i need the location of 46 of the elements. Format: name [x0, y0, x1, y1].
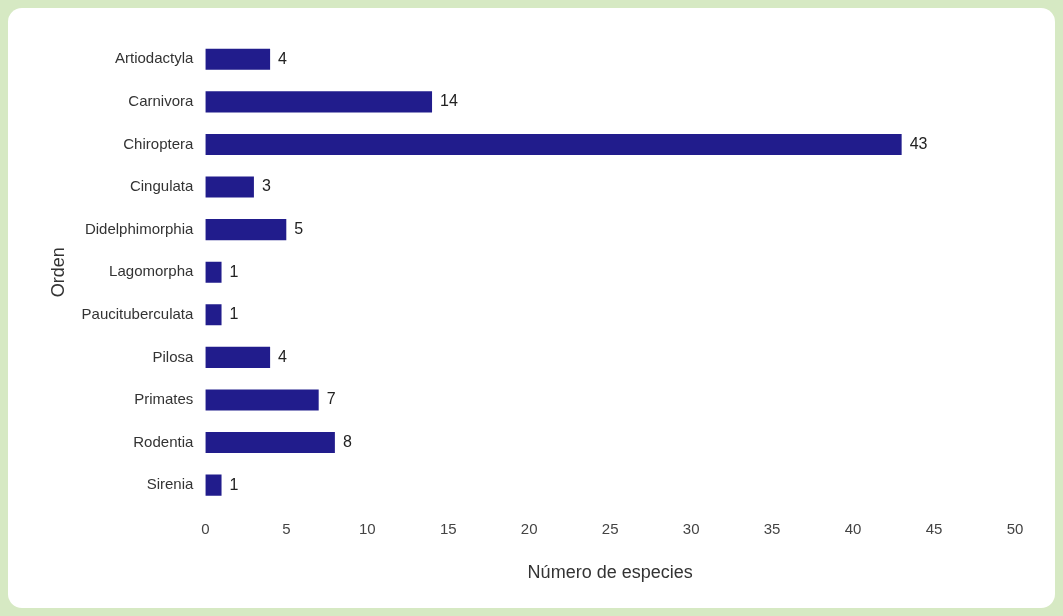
data-label: 4 — [278, 347, 288, 365]
x-tick-label: 5 — [282, 519, 291, 537]
y-tick-label: Paucituberculata — [81, 304, 194, 322]
bar — [205, 91, 433, 113]
data-label: 5 — [294, 220, 304, 238]
bar — [205, 261, 222, 283]
x-axis-title: Número de especies — [527, 562, 693, 583]
bar — [205, 431, 335, 454]
bar — [205, 219, 287, 241]
data-label: 1 — [229, 305, 239, 323]
x-tick-label: 45 — [925, 519, 943, 537]
data-label: 43 — [909, 134, 928, 152]
data-label: 7 — [326, 390, 336, 408]
x-tick-label: 20 — [520, 519, 538, 537]
x-tick-label: 30 — [682, 519, 700, 537]
y-tick-label: Chiroptera — [123, 134, 194, 152]
y-tick-label: Primates — [134, 390, 194, 408]
bar — [205, 133, 902, 155]
x-tick-label: 10 — [358, 519, 376, 537]
x-tick-label: 40 — [844, 519, 862, 537]
data-label: 3 — [261, 177, 271, 195]
bar — [205, 176, 254, 198]
y-tick-label: Lagomorpha — [109, 262, 194, 280]
y-tick-label: Rodentia — [133, 432, 194, 450]
y-tick-label: Pilosa — [152, 347, 194, 365]
x-tick-label: 0 — [201, 519, 210, 537]
bar — [205, 389, 319, 411]
data-label: 14 — [440, 92, 458, 110]
y-tick-label: Sirenia — [146, 475, 194, 493]
data-label: 4 — [278, 49, 288, 67]
bar — [205, 48, 271, 70]
bar — [205, 474, 222, 496]
x-tick-label: 25 — [601, 519, 619, 537]
x-tick-label: 35 — [763, 519, 781, 537]
data-label: 1 — [229, 475, 239, 493]
y-tick-label: Cingulata — [129, 177, 194, 195]
x-tick-label: 50 — [1006, 519, 1024, 537]
y-axis-title: Orden — [47, 247, 68, 298]
y-tick-label: Carnivora — [128, 92, 194, 110]
y-tick-label: Didelphimorphia — [84, 219, 194, 237]
data-label: 1 — [229, 262, 239, 280]
y-tick-label: Artiodactyla — [114, 49, 194, 67]
x-tick-label: 15 — [439, 519, 457, 537]
data-label: 8 — [342, 432, 352, 450]
bar — [205, 346, 271, 368]
bar — [205, 304, 222, 326]
